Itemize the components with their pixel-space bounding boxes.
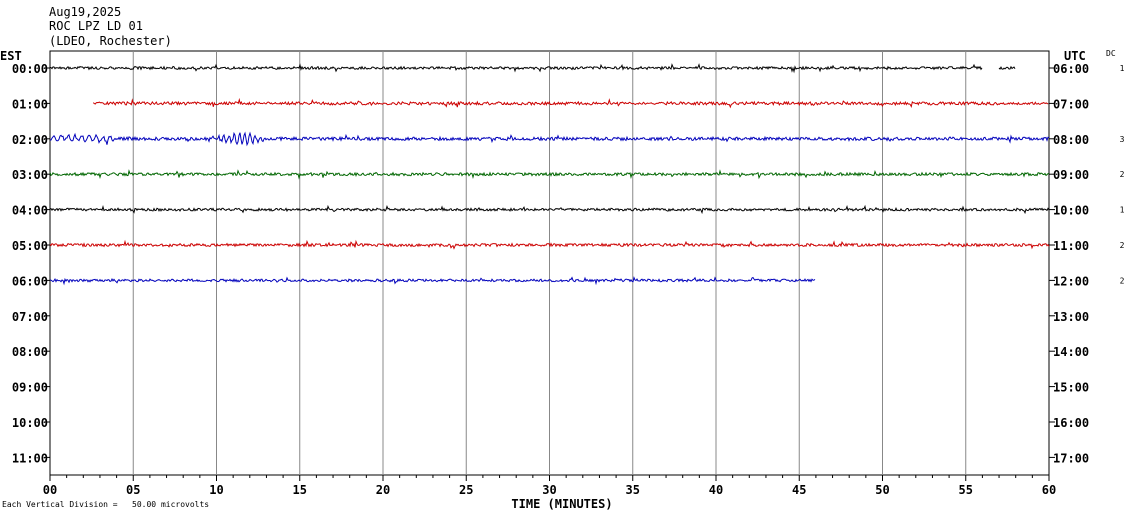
right-hour-label: 09:00	[1053, 168, 1089, 182]
x-tick-label: 15	[293, 483, 307, 497]
left-hour-label: 08:00	[12, 345, 48, 359]
trace-line	[92, 97, 1049, 109]
trace-line	[49, 63, 983, 74]
dc-value: 2	[1120, 241, 1125, 250]
right-hour-label: 15:00	[1053, 381, 1089, 395]
right-hour-label: 10:00	[1053, 204, 1089, 218]
chart-date: Aug19,2025	[49, 5, 122, 19]
right-hour-label: 06:00	[1053, 62, 1089, 76]
right-hour-label: 12:00	[1053, 274, 1089, 288]
left-hour-label: 05:00	[12, 239, 48, 253]
left-hour-label: 11:00	[12, 451, 48, 465]
dc-value: 2	[1120, 276, 1125, 285]
left-hour-label: 01:00	[12, 97, 48, 111]
x-tick-label: 55	[959, 483, 973, 497]
station-org: (LDEO, Rochester)	[49, 34, 172, 48]
x-tick-label: 25	[459, 483, 473, 497]
x-tick-label: 30	[542, 483, 556, 497]
dc-value: 2	[1120, 170, 1125, 179]
dc-value: 1	[1120, 64, 1125, 73]
x-axis-title: TIME (MINUTES)	[511, 497, 612, 511]
trace-fragment	[998, 65, 1016, 70]
left-hour-label: 04:00	[12, 204, 48, 218]
x-tick-label: 40	[709, 483, 723, 497]
left-hour-label: 10:00	[12, 416, 48, 430]
x-tick-label: 05	[126, 483, 140, 497]
right-hour-label: 08:00	[1053, 133, 1089, 147]
trace-line	[49, 169, 1049, 180]
right-hour-label: 14:00	[1053, 345, 1089, 359]
right-axis-label: UTC	[1064, 49, 1086, 63]
x-tick-label: 10	[209, 483, 223, 497]
x-tick-label: 35	[626, 483, 640, 497]
right-hour-label: 11:00	[1053, 239, 1089, 253]
right-hour-label: 16:00	[1053, 416, 1089, 430]
right-hour-label: 13:00	[1053, 310, 1089, 324]
dc-value: 3	[1120, 135, 1125, 144]
left-hour-label: 03:00	[12, 168, 48, 182]
left-hour-label: 07:00	[12, 310, 48, 324]
trace-line	[49, 204, 1050, 215]
right-hour-label: 17:00	[1053, 451, 1089, 465]
x-tick-label: 00	[43, 483, 57, 497]
trace-line	[49, 239, 1050, 250]
x-tick-label: 45	[792, 483, 806, 497]
vertical-division-note: Each Vertical Division = 50.00 microvolt…	[2, 500, 210, 509]
dc-column-label: DC	[1106, 49, 1116, 58]
trace-line	[49, 131, 1050, 147]
station-code: ROC LPZ LD 01	[49, 19, 143, 33]
left-hour-label: 02:00	[12, 133, 48, 147]
x-tick-label: 60	[1042, 483, 1056, 497]
trace-line	[49, 276, 816, 286]
left-axis-label: EST	[0, 49, 22, 63]
x-tick-label: 20	[376, 483, 390, 497]
left-hour-label: 00:00	[12, 62, 48, 76]
dc-value: 1	[1120, 206, 1125, 215]
left-hour-label: 06:00	[12, 274, 48, 288]
right-hour-label: 07:00	[1053, 97, 1089, 111]
left-hour-label: 09:00	[12, 381, 48, 395]
x-tick-label: 50	[875, 483, 889, 497]
